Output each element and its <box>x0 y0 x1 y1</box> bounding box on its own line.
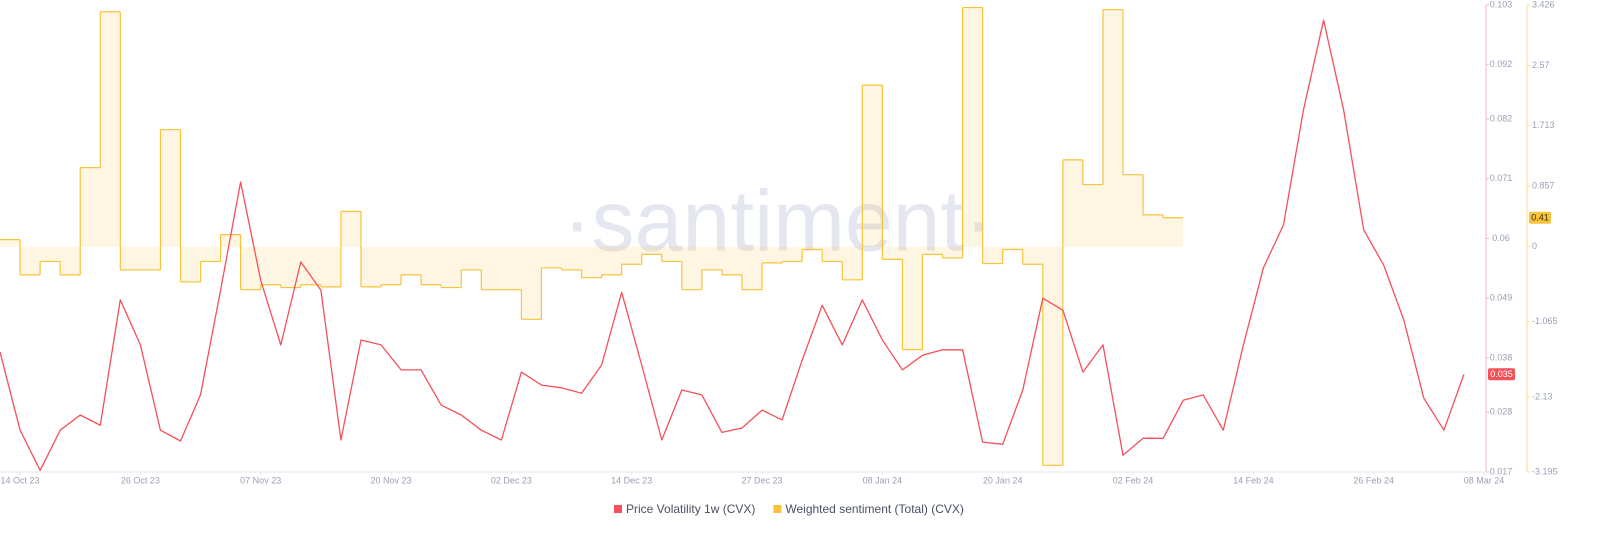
sentiment-area <box>340 211 361 247</box>
volatility-line <box>0 19 1465 472</box>
x-tick-label: 26 Oct 23 <box>121 475 160 485</box>
sentiment-area <box>982 246 1003 264</box>
y-tick-label: 0.06 <box>1492 233 1510 243</box>
sentiment-area <box>862 85 883 247</box>
sentiment-area <box>701 246 722 270</box>
sentiment-area <box>1163 217 1184 247</box>
sentiment-area <box>320 246 341 287</box>
sentiment-area <box>942 246 963 258</box>
x-tick-label: 20 Nov 23 <box>371 475 412 485</box>
sentiment-area <box>180 246 201 282</box>
value-badge <box>1488 368 1515 381</box>
value-badge <box>1529 211 1551 224</box>
y2-tick-label: 2.57 <box>1532 60 1550 70</box>
sentiment-area <box>360 246 382 287</box>
sentiment-area <box>1143 214 1164 247</box>
sentiment-area <box>641 246 662 255</box>
x-tick-label: 20 Jan 24 <box>983 475 1023 485</box>
sentiment-area <box>762 246 783 263</box>
x-tick-label: 26 Feb 24 <box>1353 475 1394 485</box>
sentiment-area <box>1002 246 1023 250</box>
sentiment-area <box>541 246 562 268</box>
sentiment-area <box>381 246 402 285</box>
x-tick-label: 27 Dec 23 <box>742 475 783 485</box>
sentiment-area <box>621 246 642 265</box>
sentiment-area <box>401 246 422 275</box>
sentiment-area <box>0 239 21 247</box>
y2-tick-label: 0.857 <box>1532 181 1555 191</box>
sentiment-area <box>481 246 502 290</box>
sentiment-area <box>1042 246 1063 466</box>
sentiment-area <box>140 246 161 270</box>
y2-tick-label: 1.713 <box>1532 120 1555 130</box>
value-label: 0.41 <box>1531 213 1549 223</box>
watermark: ·santiment· <box>563 174 993 270</box>
x-tick-label: 08 Mar 24 <box>1464 475 1505 485</box>
y-tick-label: 0.103 <box>1490 0 1513 9</box>
sentiment-area <box>601 246 622 275</box>
y-tick-label: 0.082 <box>1490 113 1513 123</box>
sentiment-area <box>721 246 742 275</box>
y2-tick-label: -1.065 <box>1532 316 1558 326</box>
y2-tick-label: -2.13 <box>1532 391 1553 401</box>
value-label: 0.035 <box>1490 369 1513 379</box>
sentiment-area <box>681 246 702 290</box>
sentiment-area <box>421 246 442 285</box>
y-tick-label: 0.071 <box>1490 173 1513 183</box>
sentiment-area <box>742 246 763 290</box>
x-tick-label: 02 Feb 24 <box>1113 475 1154 485</box>
sentiment-area <box>260 246 281 285</box>
legend-swatch <box>773 505 782 513</box>
sentiment-area <box>200 246 221 262</box>
sentiment-area <box>782 246 803 262</box>
x-tick-label: 14 Oct 23 <box>1 475 40 485</box>
sentiment-area <box>882 246 903 260</box>
sentiment-area <box>60 246 81 275</box>
sentiment-area <box>922 246 943 255</box>
y2-tick-label: 0 <box>1532 241 1537 251</box>
sentiment-area <box>902 246 923 350</box>
sentiment-area <box>280 246 301 288</box>
sentiment-area <box>521 246 542 320</box>
sentiment-area <box>822 246 843 262</box>
sentiment-area <box>20 246 41 275</box>
sentiment-area <box>581 246 602 278</box>
x-tick-label: 08 Jan 24 <box>863 475 903 485</box>
x-tick-label: 14 Feb 24 <box>1233 475 1274 485</box>
sentiment-area <box>441 246 462 288</box>
legend-swatch <box>614 505 622 513</box>
sentiment-area <box>1082 184 1103 247</box>
y-tick-label: 0.038 <box>1490 352 1513 362</box>
sentiment-area <box>501 246 522 290</box>
y-tick-label: 0.049 <box>1490 293 1513 303</box>
x-tick-label: 14 Dec 23 <box>611 475 652 485</box>
y2-tick-label: -3.195 <box>1532 466 1558 476</box>
y-tick-label: 0.092 <box>1490 59 1513 69</box>
y-tick-label: 0.028 <box>1490 407 1513 417</box>
x-tick-label: 07 Nov 23 <box>240 475 281 485</box>
sentiment-area <box>120 246 141 270</box>
sentiment-area <box>1062 159 1083 247</box>
legend-text: Price Volatility 1w (CVX) <box>626 502 755 516</box>
sentiment-area <box>40 246 61 262</box>
sentiment-area <box>1022 246 1043 265</box>
y-tick-label: 0.017 <box>1490 466 1513 476</box>
sentiment-area <box>80 167 101 247</box>
sentiment-area <box>1123 174 1144 247</box>
y2-tick-label: 3.426 <box>1532 0 1555 9</box>
sentiment-area <box>802 246 823 250</box>
x-tick-label: 02 Dec 23 <box>491 475 532 485</box>
sentiment-area <box>962 7 983 247</box>
sentiment-area <box>842 246 863 280</box>
legend-text: Weighted sentiment (Total) (CVX) <box>785 502 964 516</box>
sentiment-area <box>300 246 321 285</box>
sentiment-area <box>461 246 482 270</box>
sentiment-area <box>661 246 682 262</box>
sentiment-area <box>100 11 121 247</box>
sentiment-area <box>160 129 181 247</box>
sentiment-area <box>1102 9 1124 247</box>
sentiment-area <box>220 234 241 247</box>
sentiment-area <box>561 246 582 270</box>
